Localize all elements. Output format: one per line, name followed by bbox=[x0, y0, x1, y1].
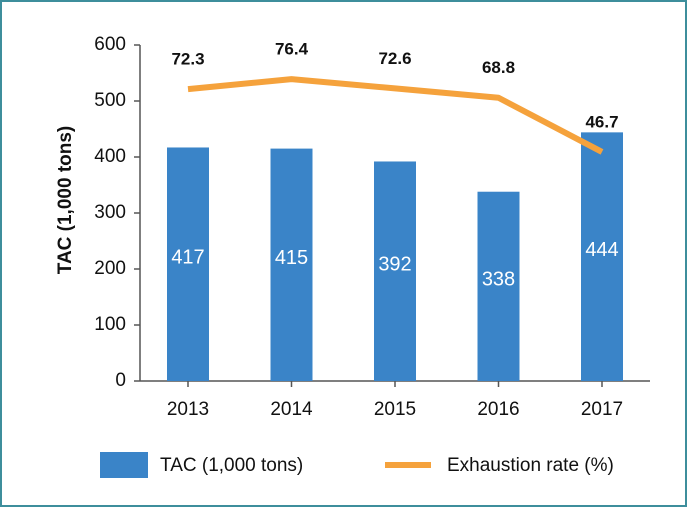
line-value-label: 76.4 bbox=[275, 40, 309, 59]
x-tick-label: 2016 bbox=[477, 399, 519, 420]
bar-value-label: 417 bbox=[171, 247, 204, 269]
line-value-label: 72.3 bbox=[171, 50, 204, 69]
y-tick-label: 300 bbox=[94, 202, 126, 223]
bar bbox=[581, 132, 623, 381]
y-tick-label: 100 bbox=[94, 314, 126, 335]
y-tick-label: 500 bbox=[94, 90, 126, 111]
y-tick-label: 0 bbox=[115, 370, 126, 391]
bar-value-label: 444 bbox=[585, 239, 618, 261]
bar bbox=[270, 148, 313, 381]
y-tick-label: 200 bbox=[94, 258, 126, 279]
bar-value-label: 392 bbox=[378, 254, 411, 276]
legend-label: TAC (1,000 tons) bbox=[160, 455, 303, 476]
bar-value-label: 415 bbox=[275, 247, 308, 269]
x-tick-label: 2015 bbox=[374, 399, 416, 420]
line-series bbox=[187, 76, 604, 155]
y-tick-label: 600 bbox=[94, 34, 126, 55]
x-tick-label: 2017 bbox=[581, 399, 623, 420]
bar bbox=[477, 191, 520, 381]
x-tick-label: 2013 bbox=[167, 399, 209, 420]
bar bbox=[167, 147, 209, 381]
bar bbox=[374, 161, 416, 381]
legend-swatch bbox=[100, 452, 148, 478]
y-tick-label: 400 bbox=[94, 146, 126, 167]
legend-label: Exhaustion rate (%) bbox=[447, 455, 614, 476]
y-axis-title: TAC (1,000 tons) bbox=[55, 126, 76, 275]
x-tick-label: 2014 bbox=[270, 399, 313, 420]
bar-value-label: 338 bbox=[482, 269, 515, 291]
line-value-label: 68.8 bbox=[482, 58, 515, 77]
line-value-label: 46.7 bbox=[585, 112, 618, 131]
line-value-label: 72.6 bbox=[378, 49, 411, 68]
